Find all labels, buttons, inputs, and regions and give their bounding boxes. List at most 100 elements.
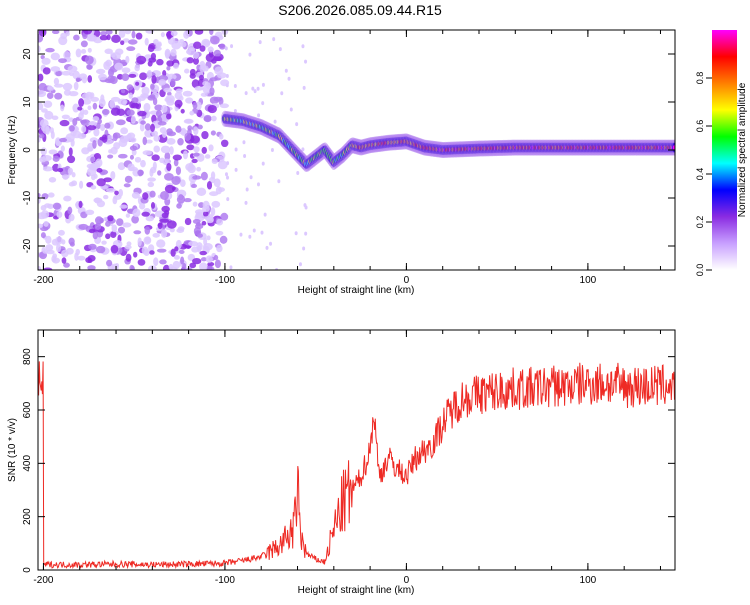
noise-blob	[144, 37, 149, 46]
colorbar-tick-label: 0.0	[695, 264, 705, 277]
noise-blob	[211, 158, 218, 165]
noise-blob	[209, 77, 218, 82]
spectrogram-x-axis: -200 -100 0 100	[33, 30, 661, 286]
noise-blob	[202, 200, 210, 210]
noise-blob	[172, 260, 181, 270]
noise-blob	[132, 168, 140, 177]
spectrogram-y-axis: -20 -10 0 10 20	[22, 48, 675, 253]
noise-blob	[109, 99, 115, 109]
noise-blob	[202, 211, 209, 217]
noise-blob	[150, 166, 157, 174]
noise-blob	[174, 246, 179, 252]
noise-blob	[175, 166, 182, 175]
snr-y-axis: 0 200 400 600 800	[22, 348, 675, 573]
noise-blob	[172, 62, 180, 69]
noise-blob	[53, 77, 60, 85]
noise-blob	[94, 222, 102, 230]
noise-blob	[87, 258, 93, 264]
noise-blob	[67, 65, 78, 73]
noise-blob	[47, 192, 55, 198]
noise-blob	[68, 91, 79, 97]
noise-blob	[211, 200, 221, 208]
noise-blob	[135, 81, 140, 86]
noise-blob	[273, 119, 277, 124]
noise-blob	[131, 30, 136, 39]
noise-blob	[90, 156, 95, 163]
noise-blob	[149, 190, 156, 198]
noise-blob	[220, 139, 229, 148]
noise-blob	[199, 45, 206, 52]
noise-blob	[78, 112, 84, 120]
noise-blob	[53, 83, 64, 88]
snr-ytick-label: 0	[22, 567, 33, 573]
noise-blob	[110, 52, 116, 58]
noise-blob	[186, 49, 192, 55]
noise-blob	[184, 132, 192, 141]
noise-blob	[48, 177, 57, 183]
noise-blob	[209, 35, 220, 45]
noise-blob	[72, 117, 78, 126]
noise-blob	[95, 68, 106, 75]
noise-blob	[172, 154, 182, 161]
noise-blob	[130, 102, 140, 109]
noise-blob	[234, 147, 238, 152]
noise-blob	[252, 228, 256, 233]
noise-blob	[78, 73, 88, 80]
noise-blob	[142, 136, 148, 146]
noise-blob	[58, 229, 65, 236]
noise-blob	[75, 77, 81, 83]
noise-blob	[72, 103, 80, 113]
noise-blob	[63, 262, 70, 268]
noise-blob	[205, 255, 213, 263]
noise-blob	[40, 205, 47, 211]
noise-blob	[83, 109, 89, 115]
noise-blob	[200, 92, 208, 97]
noise-blob	[94, 216, 103, 225]
noise-blob	[239, 232, 243, 237]
noise-blob	[166, 60, 175, 67]
noise-blob	[38, 30, 47, 37]
noise-blob	[65, 133, 75, 143]
noise-blob	[114, 190, 119, 196]
noise-blob	[126, 133, 132, 139]
noise-blob	[82, 30, 93, 35]
noise-blob	[95, 158, 103, 168]
noise-blob	[209, 87, 215, 96]
noise-blob	[38, 73, 44, 82]
noise-blob	[154, 104, 163, 111]
noise-blob	[296, 171, 300, 176]
noise-blob	[192, 175, 202, 180]
noise-blob	[44, 110, 54, 120]
colorbar-label: Normalized spectral amplitude	[737, 82, 748, 217]
noise-blob	[122, 222, 132, 228]
spec-ytick-label: 10	[22, 96, 33, 108]
noise-blob	[201, 130, 209, 140]
snr-y-label: SNR (10 * v/v)	[7, 418, 18, 482]
noise-blob	[88, 228, 96, 234]
noise-blob	[194, 85, 204, 91]
noise-blob	[120, 89, 126, 94]
noise-blob	[92, 116, 100, 122]
noise-blob	[127, 163, 135, 172]
noise-blob	[85, 209, 95, 216]
noise-blob	[129, 145, 138, 151]
noise-blob	[75, 48, 82, 58]
noise-blob	[77, 133, 87, 139]
noise-blob	[193, 51, 200, 59]
noise-blob	[196, 166, 202, 172]
noise-blob	[42, 67, 51, 75]
noise-blob	[116, 218, 124, 226]
noise-blob	[191, 183, 197, 189]
noise-blob	[145, 139, 153, 144]
noise-blob	[135, 32, 143, 40]
noise-blob	[209, 30, 214, 35]
noise-blob	[188, 240, 199, 247]
noise-blob	[49, 127, 54, 134]
noise-blob	[55, 243, 62, 253]
noise-blob	[193, 146, 200, 153]
noise-blob	[121, 73, 130, 82]
noise-blob	[140, 159, 146, 168]
noise-blob	[208, 144, 214, 152]
noise-blob	[153, 135, 161, 142]
noise-blob	[186, 144, 195, 151]
